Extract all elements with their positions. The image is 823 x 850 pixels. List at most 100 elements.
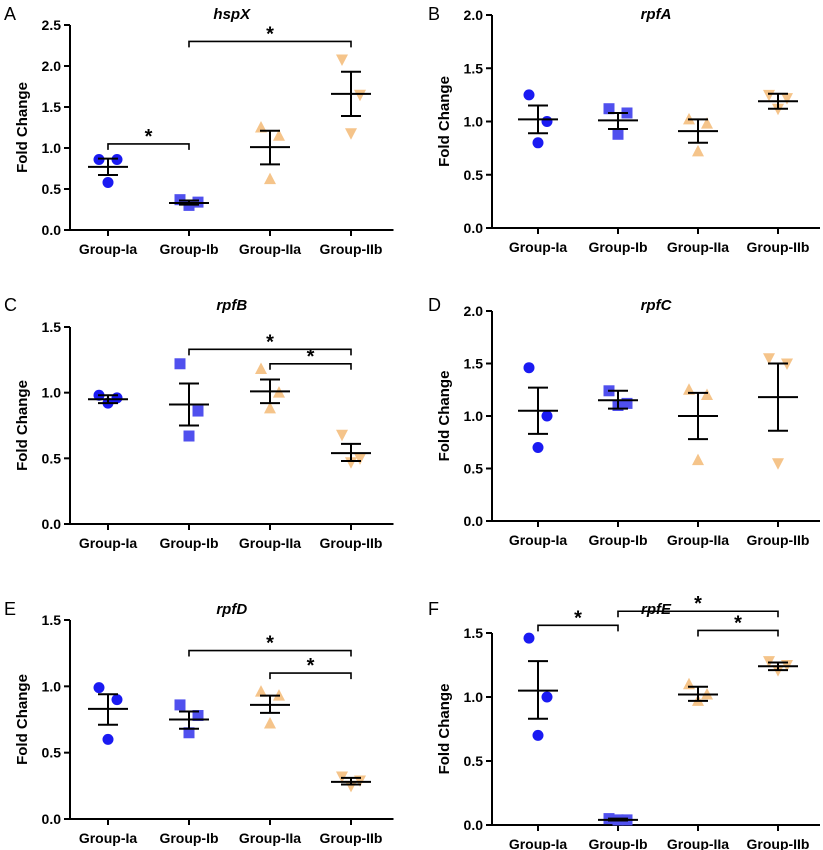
data-point-group-ib xyxy=(192,405,204,417)
y-tick-label: 0.0 xyxy=(42,222,62,238)
data-point-group-ia xyxy=(532,442,544,453)
chart-title: hspX xyxy=(213,6,251,23)
data-point-group-iib xyxy=(345,128,357,140)
y-tick-label: 1.5 xyxy=(42,612,62,628)
y-axis-label: Fold Change xyxy=(436,684,453,775)
y-tick-label: 0.5 xyxy=(464,167,484,183)
data-point-group-ia xyxy=(93,682,105,694)
data-point-group-iib xyxy=(336,429,348,442)
x-tick-label: Group-Ib xyxy=(159,830,218,846)
data-point-group-ia xyxy=(523,362,535,374)
y-tick-label: 1.0 xyxy=(42,385,62,401)
x-tick-label: Group-Ib xyxy=(159,241,218,257)
data-point-group-ia xyxy=(111,694,123,706)
y-tick-label: 0.5 xyxy=(464,461,484,477)
data-point-group-iia xyxy=(264,172,276,185)
significance-star: * xyxy=(694,593,702,615)
data-point-group-ib xyxy=(174,699,186,711)
x-tick-label: Group-Ia xyxy=(509,532,568,548)
data-point-group-ia xyxy=(532,137,544,149)
y-tick-label: 1.0 xyxy=(42,140,62,156)
y-tick-label: 0.0 xyxy=(464,220,484,236)
y-tick-label: 1.5 xyxy=(464,625,484,641)
y-tick-label: 0.5 xyxy=(464,753,484,769)
y-tick-label: 1.0 xyxy=(464,408,484,424)
x-tick-label: Group-IIb xyxy=(747,532,810,548)
data-point-group-iib xyxy=(354,89,366,102)
significance-bracket xyxy=(188,40,352,48)
significance-star: * xyxy=(307,655,315,677)
significance-bracket xyxy=(269,672,352,680)
x-tick-label: Group-IIb xyxy=(320,830,383,846)
y-axis-label: Fold Change xyxy=(14,82,31,173)
x-tick-label: Group-Ia xyxy=(79,830,138,846)
data-point-group-iib xyxy=(763,89,775,102)
y-tick-label: 1.5 xyxy=(464,356,484,372)
data-point-group-iib xyxy=(781,93,793,105)
y-tick-label: 2.5 xyxy=(42,17,62,33)
data-point-group-ib xyxy=(621,397,633,409)
data-point-group-iia xyxy=(692,453,704,466)
chart-title: rpfB xyxy=(216,297,247,314)
significance-star: * xyxy=(145,126,153,148)
significance-star: * xyxy=(266,633,274,655)
x-tick-label: Group-IIb xyxy=(320,241,383,257)
y-tick-label: 2.0 xyxy=(464,303,484,319)
significance-bracket xyxy=(697,629,779,637)
chart-title: rpfD xyxy=(216,601,247,618)
chart-title: rpfE xyxy=(641,601,672,618)
data-point-group-iia xyxy=(683,383,695,395)
data-point-group-ia xyxy=(541,691,553,703)
y-tick-label: 1.0 xyxy=(464,114,484,130)
panel-letter: A xyxy=(4,4,16,24)
significance-bracket xyxy=(617,610,779,618)
significance-star: * xyxy=(307,346,315,368)
y-tick-label: 1.5 xyxy=(42,319,62,335)
y-tick-label: 0.5 xyxy=(42,181,62,197)
y-tick-label: 2.0 xyxy=(42,58,62,74)
x-tick-label: Group-Ia xyxy=(509,836,568,850)
x-tick-label: Group-IIa xyxy=(239,830,301,846)
x-tick-label: Group-IIa xyxy=(667,532,729,548)
significance-star: * xyxy=(574,607,582,629)
chart-title: rpfA xyxy=(641,6,672,23)
y-tick-label: 0.0 xyxy=(464,817,484,833)
data-point-group-ib xyxy=(192,710,204,722)
data-point-group-ib xyxy=(174,358,186,370)
y-tick-label: 0.0 xyxy=(42,811,62,827)
data-point-group-ia xyxy=(523,632,535,644)
significance-star: * xyxy=(266,23,274,45)
data-point-group-iia xyxy=(692,144,704,157)
x-tick-label: Group-Ia xyxy=(509,239,568,255)
x-tick-label: Group-Ia xyxy=(79,241,138,257)
data-point-group-ia xyxy=(523,89,535,101)
y-tick-label: 1.5 xyxy=(42,99,62,115)
data-point-group-ia xyxy=(541,116,553,127)
y-tick-label: 1.0 xyxy=(464,689,484,705)
data-point-group-iib xyxy=(354,453,366,465)
y-tick-label: 0.0 xyxy=(464,513,484,529)
data-point-group-iia xyxy=(264,716,276,729)
data-point-group-iia xyxy=(255,685,267,697)
y-tick-label: 0.0 xyxy=(42,516,62,532)
significance-bracket xyxy=(188,649,352,657)
data-point-group-iia xyxy=(701,388,713,400)
x-tick-label: Group-IIa xyxy=(239,241,301,257)
chart-title: rpfC xyxy=(641,297,673,314)
y-tick-label: 0.5 xyxy=(42,745,62,761)
data-point-group-iia xyxy=(255,121,267,133)
data-point-group-iia xyxy=(701,117,713,129)
y-tick-label: 1.5 xyxy=(464,60,484,76)
data-point-group-iib xyxy=(336,54,348,66)
x-tick-label: Group-IIa xyxy=(239,535,301,551)
data-point-group-ia xyxy=(102,176,114,188)
y-tick-label: 2.0 xyxy=(464,7,484,23)
data-point-group-iia xyxy=(255,362,267,375)
significance-bracket xyxy=(188,348,352,356)
